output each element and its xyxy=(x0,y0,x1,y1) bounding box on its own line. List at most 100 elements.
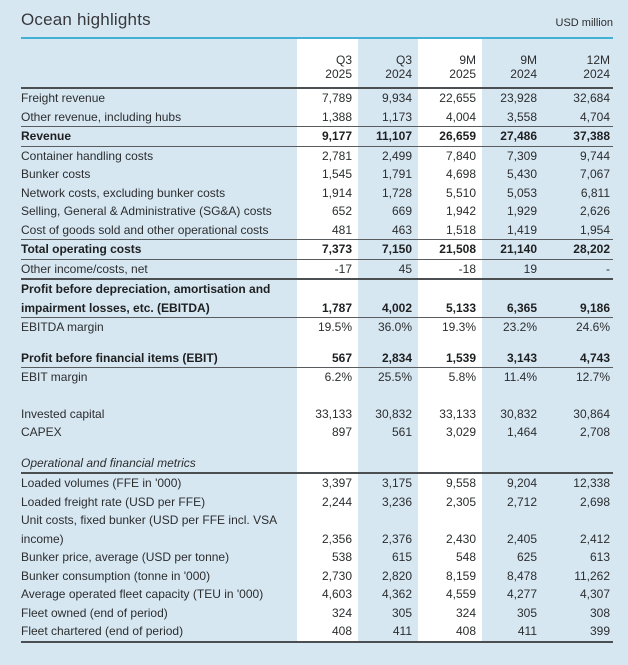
cell-value xyxy=(482,453,543,474)
cell-value: 399 xyxy=(543,622,613,643)
cell-value: -18 xyxy=(418,259,482,280)
cell-value: 1,728 xyxy=(381,185,412,200)
cell-value: 6.2% xyxy=(297,367,358,387)
column-year-label: 2024 xyxy=(385,67,412,81)
spacer-cell xyxy=(482,387,543,405)
cell-value: 4,307 xyxy=(579,587,610,601)
table-header-bar: Ocean highlights USD million xyxy=(21,10,613,37)
cell-value: 27,486 xyxy=(482,126,543,147)
table-row: Loaded freight rate (USD per FFE) 2,244 3,… xyxy=(21,492,613,511)
table-row: Average operated fleet capacity (TEU in … xyxy=(21,585,613,604)
cell-value: 30,864 xyxy=(573,406,610,421)
table-row: Revenue 9,177 11,107 26,659 27,486 37,388 xyxy=(21,126,613,147)
cell-value: 30,832 xyxy=(500,406,537,421)
cell-value: 652 xyxy=(297,202,358,221)
cell-value: 19.5% xyxy=(297,317,358,337)
cell-value: 9,744 xyxy=(579,148,610,163)
column-year-label: 2024 xyxy=(510,67,537,81)
page-title: Ocean highlights xyxy=(21,10,151,29)
table-row: Network costs, excluding bunker costs 1,9… xyxy=(21,183,613,202)
cell-value: 4,603 xyxy=(297,585,358,604)
table-row: Fleet owned (end of period) 324 305 324 305 3… xyxy=(21,603,613,622)
cell-value: 1,791 xyxy=(381,167,412,181)
cell-value: 9,177 xyxy=(297,126,358,147)
row-label: Bunker costs xyxy=(21,167,91,181)
cell-value: 2,376 xyxy=(381,531,412,546)
row-label: Loaded volumes (FFE in '000) xyxy=(21,476,182,490)
spacer-cell xyxy=(358,387,418,405)
cell-value: 11,262 xyxy=(574,568,610,583)
column-year-label: 2024 xyxy=(583,67,610,81)
cell-value: - xyxy=(543,259,613,280)
row-label: Selling, General & Administrative (SG&A)… xyxy=(21,204,272,218)
cell-value: 5.8% xyxy=(418,367,482,387)
column-header-q3-2025: Q3 2025 xyxy=(297,38,358,89)
cell-value: 2,356 xyxy=(297,511,358,548)
spacer-cell xyxy=(21,337,297,349)
spacer-cell xyxy=(543,387,613,405)
table-row: Fleet chartered (end of period) 408 411 408… xyxy=(21,622,613,643)
column-header-9m-2024: 9M 2024 xyxy=(482,38,543,89)
cell-value: 7,840 xyxy=(418,146,482,165)
cell-value: 2,626 xyxy=(579,204,610,218)
table-row: Bunker consumption (tonne in '000) 2,730 2… xyxy=(21,566,613,585)
row-label: Total operating costs xyxy=(21,239,297,260)
cell-value: 2,781 xyxy=(297,146,358,165)
cell-value: 2,820 xyxy=(381,568,412,583)
spacer-cell xyxy=(418,441,482,454)
cell-value: 2,698 xyxy=(579,494,610,509)
row-label: Loaded freight rate (USD per FFE) xyxy=(21,494,206,509)
table-row: CAPEX 897 561 3,029 1,464 2,708 xyxy=(21,423,613,442)
cell-value: 6,365 xyxy=(482,279,543,318)
cell-value: 2,499 xyxy=(381,148,412,163)
spacer-cell xyxy=(482,337,543,349)
row-label: Other revenue, including hubs xyxy=(21,107,297,127)
cell-value: 1,464 xyxy=(506,425,537,439)
column-header-q3-2024: Q3 2024 xyxy=(358,38,418,89)
row-label: Operational and financial metrics xyxy=(21,453,297,474)
cell-value: 24.6% xyxy=(575,320,610,334)
spacer-cell xyxy=(358,337,418,349)
row-label: Bunker consumption (tonne in '000) xyxy=(21,568,211,583)
spacer-cell xyxy=(297,386,358,405)
cell-value: 1,914 xyxy=(297,183,358,202)
cell-value: 4,004 xyxy=(418,107,482,127)
cell-value: 12,338 xyxy=(573,476,610,490)
cell-value: 4,743 xyxy=(543,348,613,368)
cell-value xyxy=(358,453,418,474)
cell-value: 4,698 xyxy=(418,165,482,184)
cell-value: 2,405 xyxy=(506,531,537,546)
cell-value: 5,430 xyxy=(506,167,537,181)
cell-value: 1,954 xyxy=(543,220,613,240)
row-label: Unit costs, fixed bunker (USD per FFE in… xyxy=(21,513,277,546)
cell-value: 4,362 xyxy=(381,587,412,601)
table-row: EBIT margin 6.2% 25.5% 5.8% 11.4% 12.7% xyxy=(21,367,613,387)
row-label: Average operated fleet capacity (TEU in … xyxy=(21,587,264,601)
table-row: Operational and financial metrics xyxy=(21,453,613,474)
cell-value xyxy=(297,453,358,474)
cell-value: 669 xyxy=(391,204,412,218)
cell-value: 23,928 xyxy=(500,91,537,105)
table-row: Profit before financial items (EBIT) 567 2… xyxy=(21,348,613,368)
cell-value: 7,373 xyxy=(297,239,358,260)
row-label: Revenue xyxy=(21,126,297,147)
spacer-row xyxy=(21,441,613,454)
cell-value: 305 xyxy=(516,605,537,620)
spacer-cell xyxy=(21,387,297,405)
cell-value: 3,029 xyxy=(418,423,482,442)
row-label: Bunker price, average (USD per tonne) xyxy=(21,550,230,564)
cell-value: 12.7% xyxy=(575,370,610,384)
cell-value: 4,002 xyxy=(358,279,418,318)
spacer-cell xyxy=(543,442,613,454)
cell-value: 2,412 xyxy=(579,531,610,546)
cell-value: 6,811 xyxy=(580,185,610,200)
cell-value: 3,143 xyxy=(482,348,543,368)
table-row: Total operating costs 7,373 7,150 21,508 21,… xyxy=(21,239,613,260)
row-label: Freight revenue xyxy=(21,91,106,105)
cell-value: 411 xyxy=(482,622,543,643)
column-period-label: 9M xyxy=(459,53,476,67)
row-label: EBITDA margin xyxy=(21,320,104,334)
column-period-label: Q3 xyxy=(335,53,352,67)
cell-value: 9,186 xyxy=(543,279,613,318)
table-row: Unit costs, fixed bunker (USD per FFE in… xyxy=(21,511,613,548)
